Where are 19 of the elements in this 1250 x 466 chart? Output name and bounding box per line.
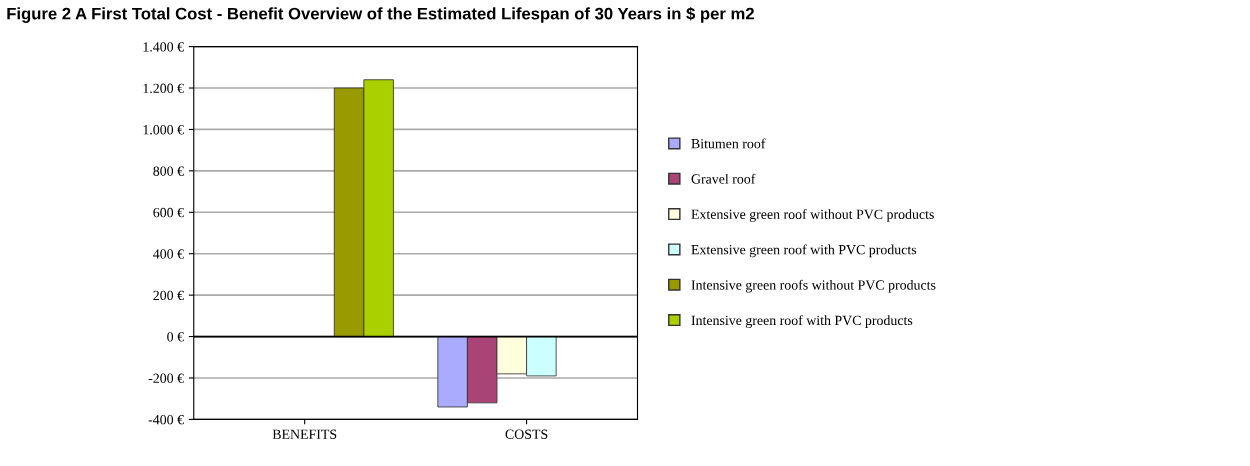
x-tick-label: BENEFITS: [272, 429, 337, 439]
legend-label: Extensive green roof without PVC products: [691, 209, 934, 222]
legend-label: Bitumen roof: [691, 138, 766, 149]
y-tick-label: 1.200 €: [143, 83, 184, 94]
y-tick-label: 200 €: [153, 290, 184, 301]
y-tick-label: 800 €: [153, 166, 184, 176]
y-tick-label: 600 €: [153, 207, 184, 218]
legend-label: Gravel roof: [691, 173, 756, 184]
y-tick-label: 400 €: [153, 249, 184, 259]
legend-label: Intensive green roofs without PVC products: [691, 279, 936, 293]
chart-title: Figure 2 A First Total Cost - Benefit Overview of the Estimated Lifespan of 30 Years in $ per m2: [7, 6, 754, 23]
x-tick-label: COSTS: [505, 429, 548, 439]
y-tick-label: -200 €: [148, 373, 184, 383]
legend-label: Extensive green roof with PVC products: [691, 244, 917, 258]
y-tick-label: 0 €: [167, 332, 184, 342]
legend-label: Intensive green roof with PVC products: [691, 315, 913, 328]
y-tick-label: -400 €: [148, 414, 184, 425]
y-tick-label: 1.400 €: [143, 42, 184, 52]
y-tick-label: 1.000 €: [143, 125, 184, 135]
